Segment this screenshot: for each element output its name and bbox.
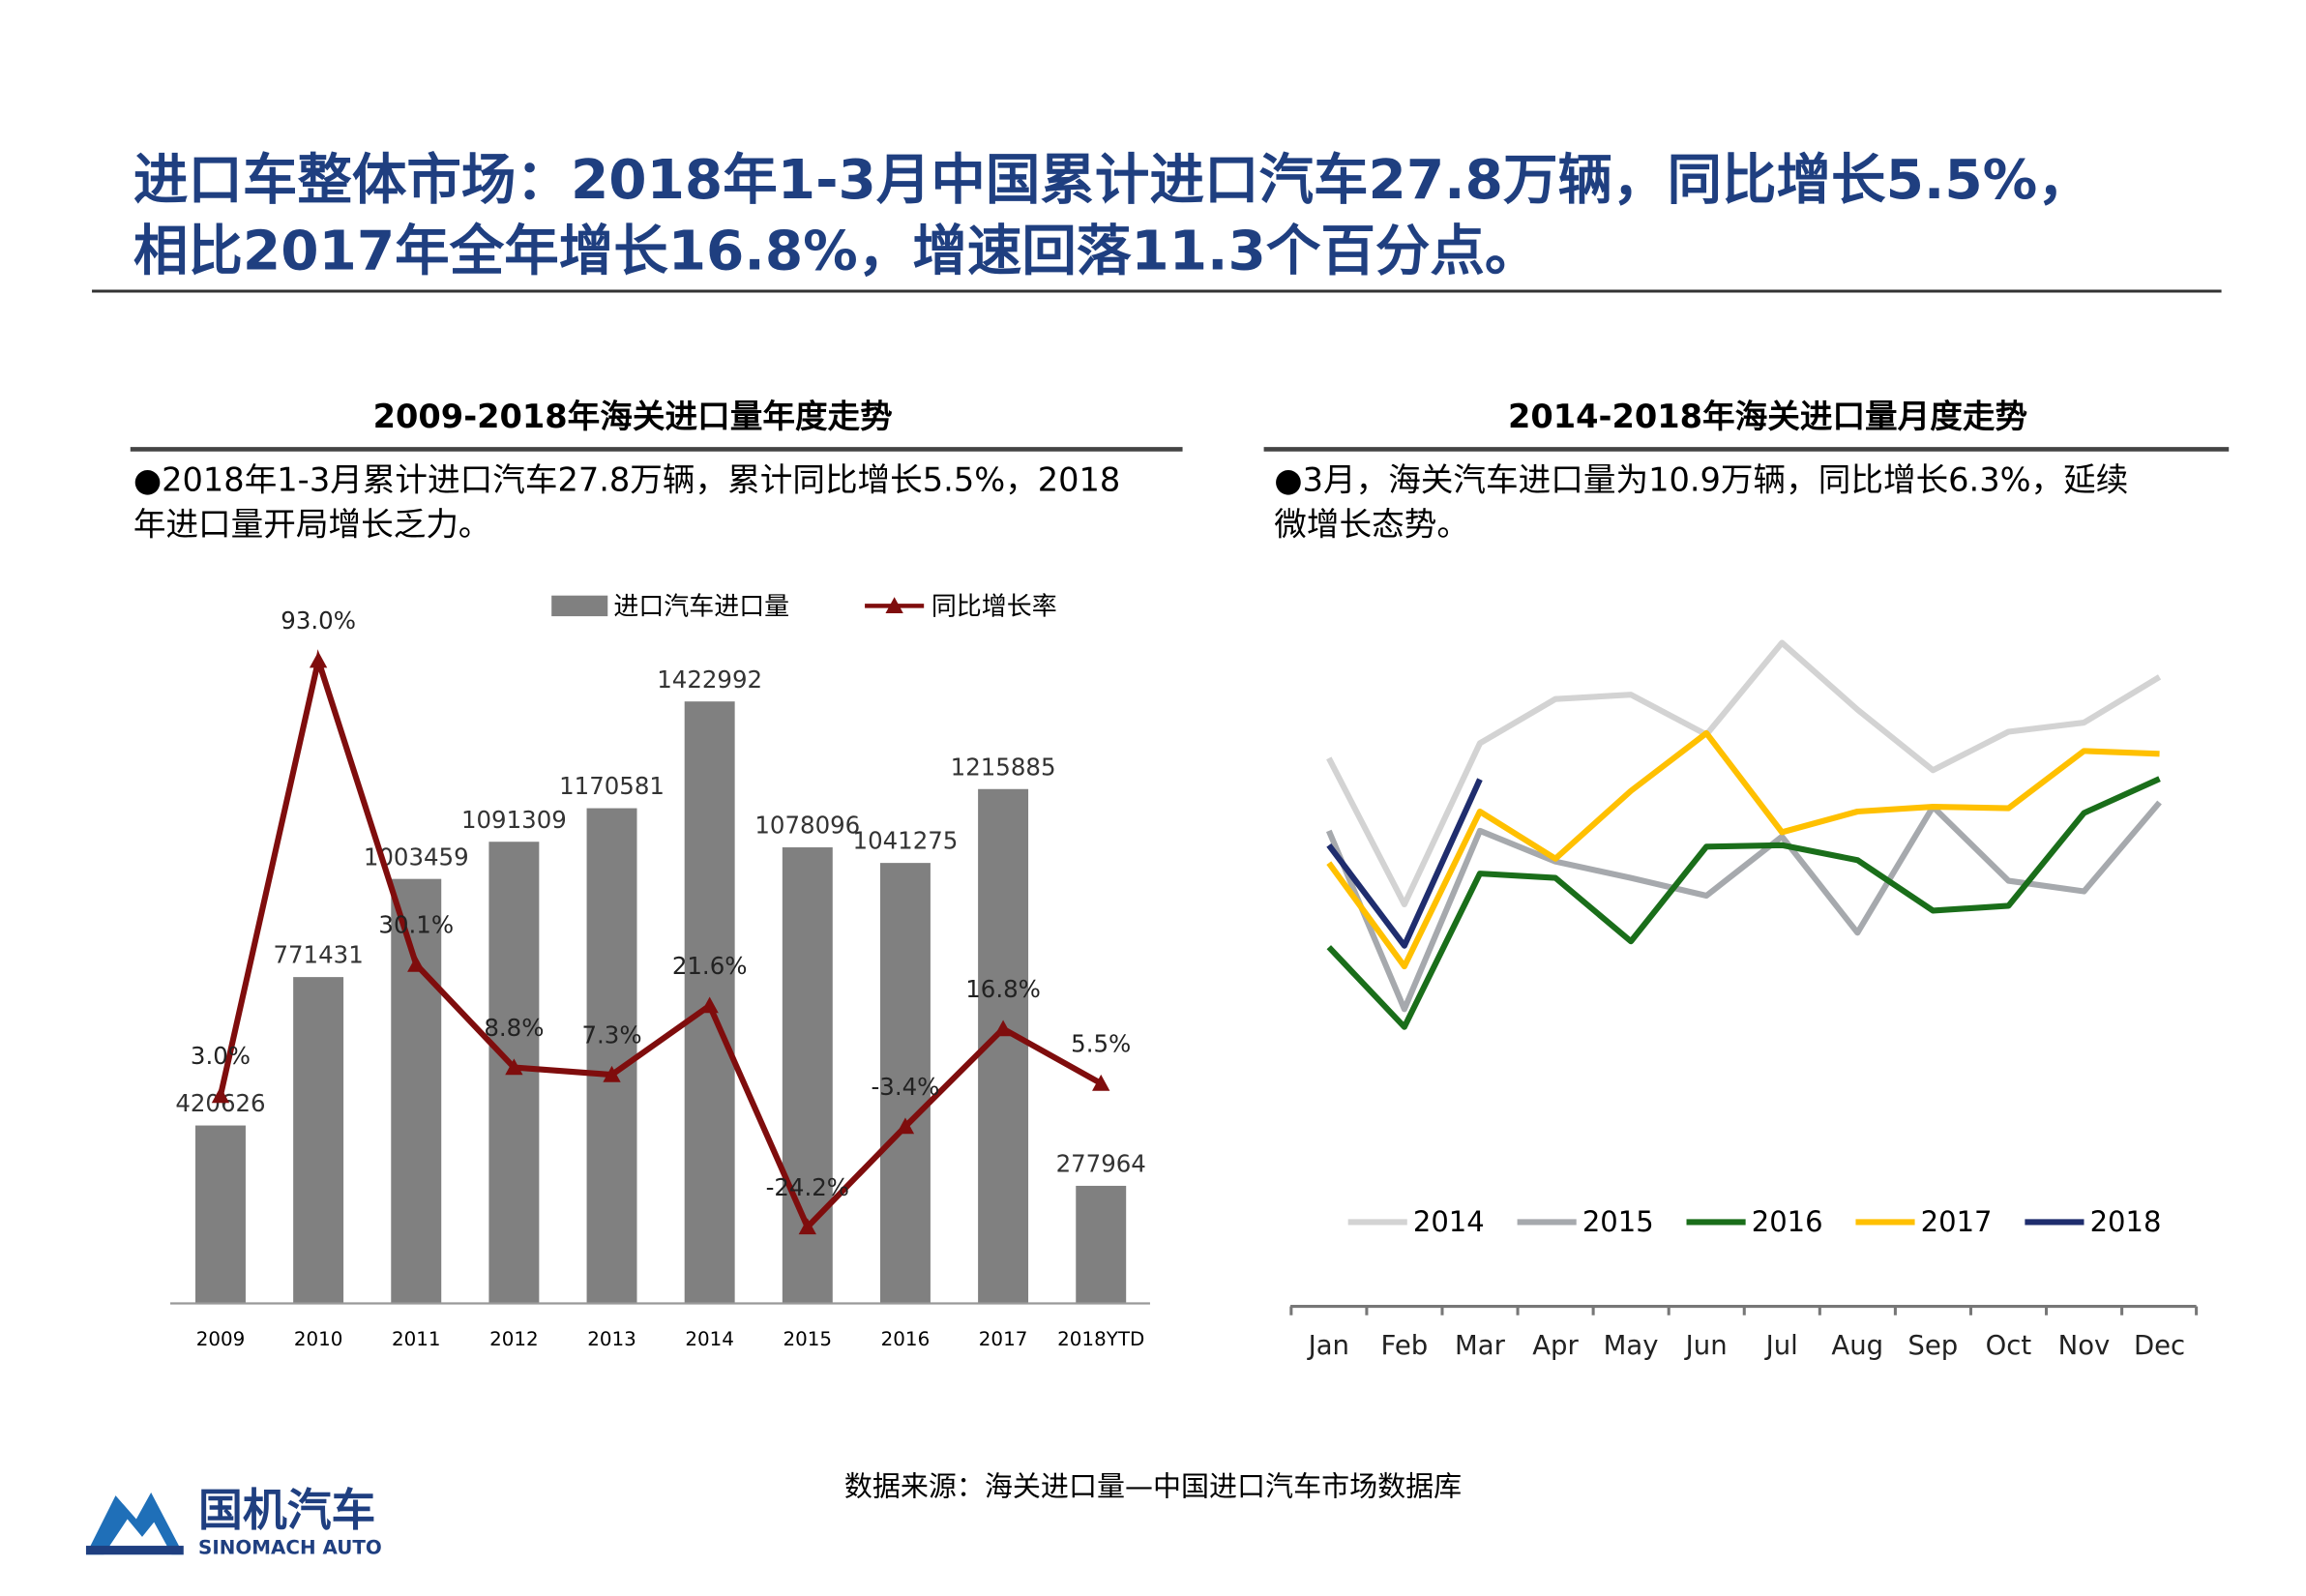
legend-label: 2017 (1921, 1205, 1993, 1238)
legend-label: 2016 (1752, 1205, 1823, 1238)
bar (1076, 1185, 1127, 1304)
line (1326, 729, 2160, 970)
x-tick-label: Nov (2058, 1330, 2111, 1361)
bar-label: 1422992 (657, 665, 762, 694)
x-tick-label: 2012 (489, 1328, 539, 1350)
note: ●2018年1-3月累计进口汽车27.8万辆，累计同比增长5.5%，2018 (133, 461, 1120, 499)
x-tick-label: May (1604, 1330, 1659, 1361)
line-label: 93.0% (281, 606, 356, 635)
bar-label: 1078096 (754, 812, 860, 840)
line (1326, 776, 2161, 1030)
line-marker (211, 1086, 230, 1104)
logo: 国机汽车 SINOMACH AUTO (85, 1484, 382, 1559)
logo-subtitle: SINOMACH AUTO (198, 1537, 382, 1559)
line-marker (1092, 1074, 1110, 1091)
line-label: -24.2% (766, 1173, 849, 1201)
headline: 进口车整体市场：2018年1-3月中国累计进口汽车27.8万辆，同比增长5.5%… (133, 149, 2092, 212)
x-tick-label: Jan (1307, 1330, 1349, 1361)
x-tick-label: 2009 (196, 1328, 246, 1350)
bar-label: 277964 (1056, 1150, 1146, 1178)
line-label: 16.8% (965, 975, 1041, 1003)
x-tick-label: 2015 (783, 1328, 833, 1350)
bar (586, 808, 637, 1304)
x-tick-label: Jun (1684, 1330, 1728, 1361)
x-tick-label: 2018YTD (1057, 1328, 1144, 1350)
x-tick-label: 2011 (392, 1328, 441, 1350)
line-marker (798, 1218, 816, 1235)
x-tick-label: 2016 (881, 1328, 931, 1350)
legend-label: 2015 (1582, 1205, 1654, 1238)
line (217, 649, 1103, 1232)
x-tick-label: 2017 (979, 1328, 1028, 1350)
bar-label: 1091309 (461, 806, 567, 834)
line-label: 7.3% (581, 1020, 641, 1049)
line-label: 21.6% (672, 952, 748, 980)
line-label: 5.5% (1071, 1029, 1131, 1057)
line-label: 8.8% (484, 1014, 544, 1042)
x-tick-label: Mar (1455, 1330, 1506, 1361)
note: 年进口量开局增长乏力。 (133, 505, 491, 543)
x-tick-label: Jul (1764, 1330, 1798, 1361)
source: 数据来源：海关进口量—中国进口汽车市场数据库 (844, 1469, 1462, 1502)
note: 微增长态势。 (1274, 505, 1469, 543)
line-label: 30.1% (378, 910, 454, 938)
line-label: -3.4% (871, 1073, 939, 1101)
bar (782, 847, 833, 1304)
line-label: 3.0% (191, 1042, 251, 1070)
x-tick-label: Dec (2134, 1330, 2185, 1361)
legend-label: 2014 (1413, 1205, 1485, 1238)
legend-marker (885, 597, 903, 614)
note: ●3月，海关汽车进口量为10.9万辆，同比增长6.3%，延续 (1274, 461, 2128, 499)
bar (391, 878, 442, 1304)
legend-label: 进口汽车进口量 (613, 592, 789, 621)
legend-swatch (551, 595, 608, 617)
x-tick-label: 2010 (294, 1328, 343, 1350)
bar-label: 771431 (273, 941, 363, 969)
bar-label: 1215885 (951, 753, 1056, 781)
line-marker (993, 1020, 1013, 1037)
line-marker (896, 1117, 915, 1135)
x-tick-label: Aug (1831, 1330, 1883, 1361)
chart-title: 2014-2018年海关进口量月度走势 (1508, 398, 2027, 435)
x-tick-label: 2013 (587, 1328, 636, 1350)
line-marker (700, 996, 719, 1014)
x-tick-label: 2014 (685, 1328, 734, 1350)
chart-title: 2009-2018年海关进口量年度走势 (373, 398, 893, 435)
legend-label: 同比增长率 (931, 592, 1057, 621)
line (1326, 778, 1483, 949)
line (1326, 639, 2162, 907)
bar-label: 1170581 (559, 772, 665, 800)
logo-name: 国机汽车 (198, 1484, 375, 1536)
x-tick-label: Feb (1381, 1330, 1429, 1361)
bar (293, 977, 344, 1304)
line-marker (603, 1065, 621, 1082)
line (1325, 800, 2162, 1013)
bar (879, 863, 931, 1304)
x-tick-label: Oct (1986, 1330, 2032, 1361)
line-marker (309, 651, 328, 668)
bar (195, 1125, 246, 1304)
bar-label: 1041275 (853, 827, 959, 855)
legend-label: 2018 (2090, 1205, 2162, 1238)
x-tick-label: Apr (1532, 1330, 1579, 1361)
line-marker (505, 1058, 523, 1076)
line-marker (407, 955, 426, 972)
logo-mark (85, 1546, 184, 1555)
headline: 相比2017年全年增长16.8%，增速回落11.3个百分点。 (133, 220, 1540, 282)
x-tick-label: Sep (1907, 1330, 1958, 1361)
